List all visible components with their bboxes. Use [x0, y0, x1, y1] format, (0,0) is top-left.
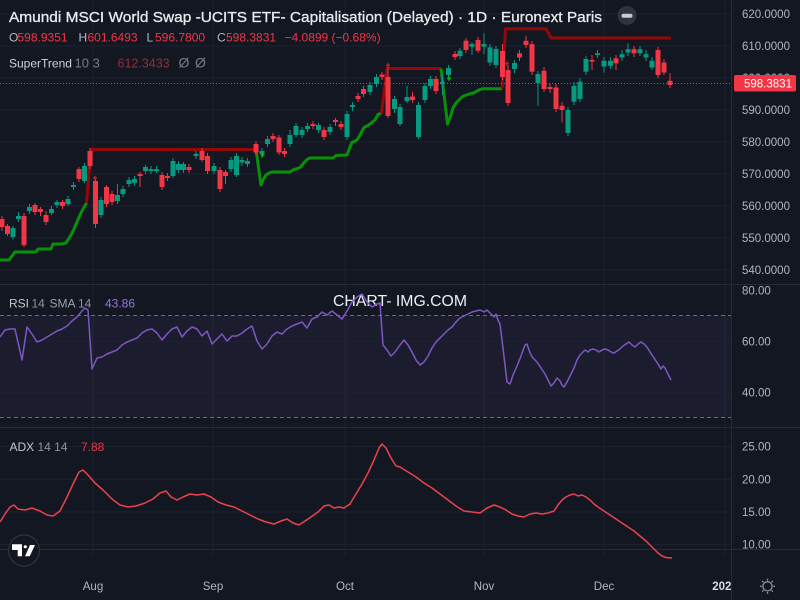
- svg-text:60.00: 60.00: [742, 337, 771, 349]
- svg-text:10.00: 10.00: [742, 540, 771, 552]
- svg-text:620.0000: 620.0000: [742, 9, 790, 21]
- svg-text:15.00: 15.00: [742, 507, 771, 519]
- svg-text:Dec: Dec: [594, 581, 615, 593]
- svg-text:Sep: Sep: [203, 581, 223, 593]
- svg-text:598.3831: 598.3831: [744, 79, 792, 91]
- svg-text:Oct: Oct: [336, 581, 355, 593]
- svg-text:Aug: Aug: [83, 581, 103, 593]
- svg-text:40.00: 40.00: [742, 388, 771, 400]
- svg-text:540.0000: 540.0000: [742, 265, 790, 277]
- svg-text:25.00: 25.00: [742, 442, 771, 454]
- svg-text:Amundi MSCI World Swap -UCITS: Amundi MSCI World Swap -UCITS ETF- Capit…: [9, 9, 602, 26]
- svg-text:610.0000: 610.0000: [742, 41, 790, 53]
- svg-text:580.0000: 580.0000: [742, 137, 790, 149]
- svg-text:80.00: 80.00: [742, 286, 771, 298]
- svg-text:CHART- IMG.COM: CHART- IMG.COM: [333, 293, 467, 310]
- svg-text:570.0000: 570.0000: [742, 169, 790, 181]
- svg-text:20.00: 20.00: [742, 474, 771, 486]
- svg-text:550.0000: 550.0000: [742, 233, 790, 245]
- svg-text:Nov: Nov: [474, 581, 495, 593]
- svg-text:590.0000: 590.0000: [742, 105, 790, 117]
- svg-text:2025: 2025: [712, 581, 738, 593]
- svg-text:560.0000: 560.0000: [742, 201, 790, 213]
